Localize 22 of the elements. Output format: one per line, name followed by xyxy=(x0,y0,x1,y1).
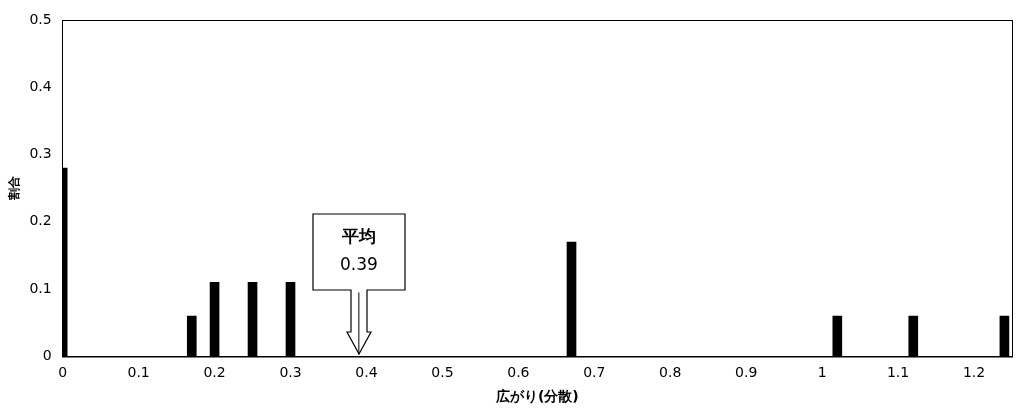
x-tick-label: 0.9 xyxy=(735,364,758,381)
y-tick-label: 0.2 xyxy=(29,212,52,229)
x-tick-label: 1 xyxy=(817,364,827,381)
y-tick-label: 0.5 xyxy=(29,10,52,27)
x-tick-label: 1.1 xyxy=(886,364,910,381)
x-tick-label: 0.2 xyxy=(203,364,226,381)
x-axis-title: 広がり(分散) xyxy=(494,388,579,405)
x-tick-label: 0.6 xyxy=(507,364,530,381)
x-tick-label: 0.8 xyxy=(659,364,682,381)
x-tick-label: 0.7 xyxy=(583,364,606,381)
x-tick-label: 0.4 xyxy=(355,364,378,381)
ref-line-label: 平均 0.39 xyxy=(338,225,379,277)
y-tick-label: 0.4 xyxy=(29,77,52,94)
x-tick-label: 0.3 xyxy=(279,364,302,381)
y-tick-label: 0.3 xyxy=(29,145,52,162)
x-tick-label: 1.2 xyxy=(962,364,986,381)
x-tick-label: 0.1 xyxy=(127,364,150,381)
y-tick-label: 0 xyxy=(42,347,52,364)
y-tick-label: 0.1 xyxy=(29,279,52,296)
y-axis-title: 割合 xyxy=(7,175,22,202)
x-tick-label: 0 xyxy=(58,364,68,381)
x-tick-label: 0.5 xyxy=(431,364,454,381)
